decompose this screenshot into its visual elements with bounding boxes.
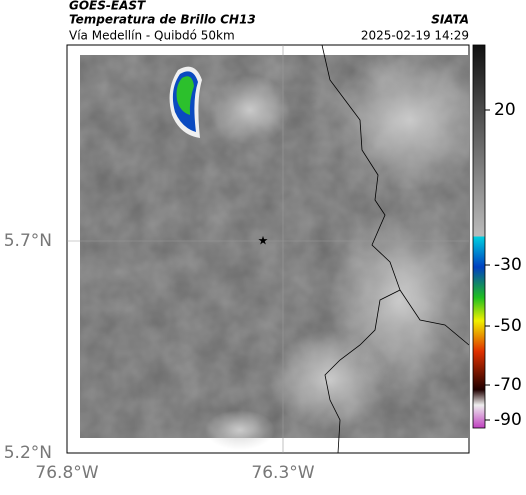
cloud — [330, 50, 490, 190]
colorbar — [472, 44, 486, 429]
title: GOES-EAST — [69, 0, 146, 13]
border — [321, 44, 401, 454]
labels: 5.7°N 5.2°N76.8°W 76.3°W 20 -30 -50 -70 -90 — [4, 100, 522, 483]
timestamp: 2025-02-19 14:29 — [361, 29, 469, 43]
colorbar-label: -50 — [494, 316, 522, 336]
cloud — [270, 330, 390, 430]
route: Vía Medellín - Quibdó 50km — [69, 29, 235, 43]
colorbar-label: 20 — [494, 100, 516, 120]
lat-label: 5.2°N — [4, 443, 52, 463]
colorbar-label: -30 — [494, 255, 522, 275]
cloud — [210, 75, 290, 145]
subtitle: Temperatura de Brillo CH13 — [69, 13, 256, 27]
colorbar-label: -70 — [494, 375, 522, 395]
location-marker: ★ — [258, 234, 269, 248]
border — [399, 289, 470, 346]
lat-label: 5.7°N — [4, 231, 52, 251]
lon-label: 76.8°W — [35, 463, 98, 483]
colorbar-label: -90 — [494, 410, 522, 430]
storm-core — [176, 76, 194, 115]
lon-label: 76.3°W — [251, 463, 314, 483]
cloud — [205, 410, 275, 450]
source: SIATA — [431, 13, 469, 27]
